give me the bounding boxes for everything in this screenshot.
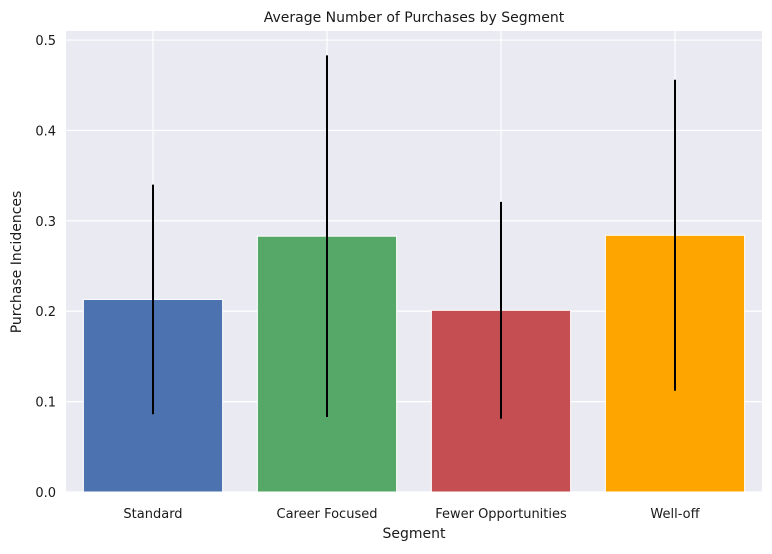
x-tick-label: Standard [123, 507, 182, 522]
y-tick-label: 0.1 [35, 396, 56, 411]
x-tick-labels: Standard Career Focused Fewer Opportunitie… [123, 507, 700, 522]
y-tick-label: 0.3 [35, 215, 56, 230]
y-tick-label: 0.4 [35, 124, 56, 139]
y-tick-label: 0.0 [35, 486, 56, 501]
x-tick-label: Fewer Opportunities [435, 507, 567, 522]
y-tick-labels: 0.0 0.1 0.2 0.3 0.4 0.5 [35, 34, 56, 501]
x-tick-label: Career Focused [277, 507, 378, 522]
x-tick-label: Well-off [650, 507, 700, 522]
chart-title: Average Number of Purchases by Segment [264, 10, 565, 26]
y-axis-label: Purchase Incidences [9, 191, 25, 334]
y-tick-label: 0.5 [35, 34, 56, 49]
y-tick-label: 0.2 [35, 305, 56, 320]
error-bars [152, 55, 676, 419]
x-axis-label: Segment [383, 526, 447, 542]
